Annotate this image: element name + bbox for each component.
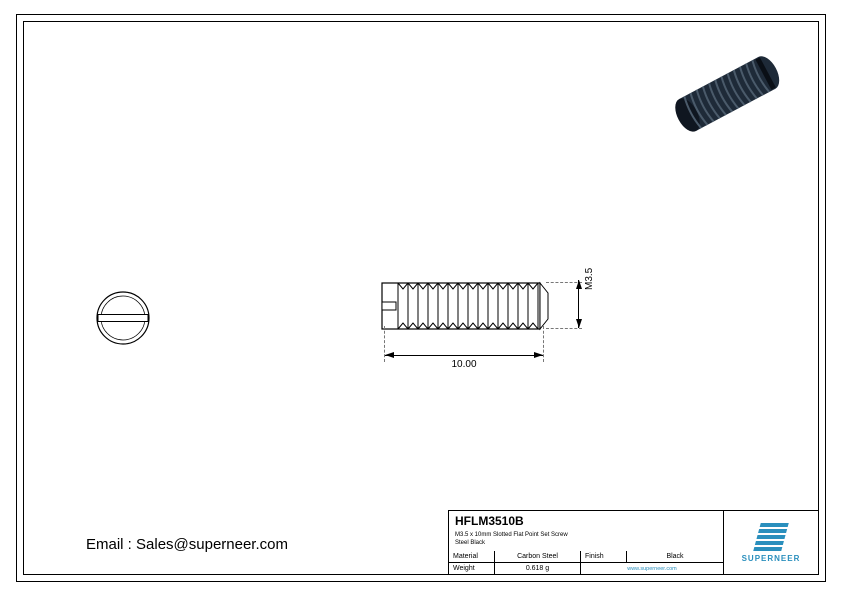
dim-length: 10.00 [385,355,543,370]
iso-view [664,48,794,143]
dim-dia-ext-bottom [546,328,582,329]
finish-value: Black [627,551,723,562]
dim-diameter-value: M3.5 [584,268,595,290]
weight-label: Weight [449,563,495,574]
logo-icon [753,523,789,551]
part-number: HFLM3510B [449,511,723,531]
title-block: HFLM3510B M3.5 x 10mm Slotted Flat Point… [448,510,818,574]
dim-length-value: 10.00 [385,359,543,370]
weight-value: 0.618 g [495,563,581,574]
material-value: Carbon Steel [495,551,581,562]
brand-logo: SUPERNEER [723,511,818,574]
brand-name: SUPERNEER [742,554,801,563]
dim-extension-right [543,326,544,362]
brand-url[interactable]: www.superneer.com [627,566,677,572]
contact-email: Email : Sales@superneer.com [86,536,288,553]
front-view [95,290,151,351]
finish-label: Finish [581,551,627,562]
part-description: M3.5 x 10mm Slotted Flat Point Set Screw… [449,531,723,551]
side-view [380,281,550,338]
material-label: Material [449,551,495,562]
